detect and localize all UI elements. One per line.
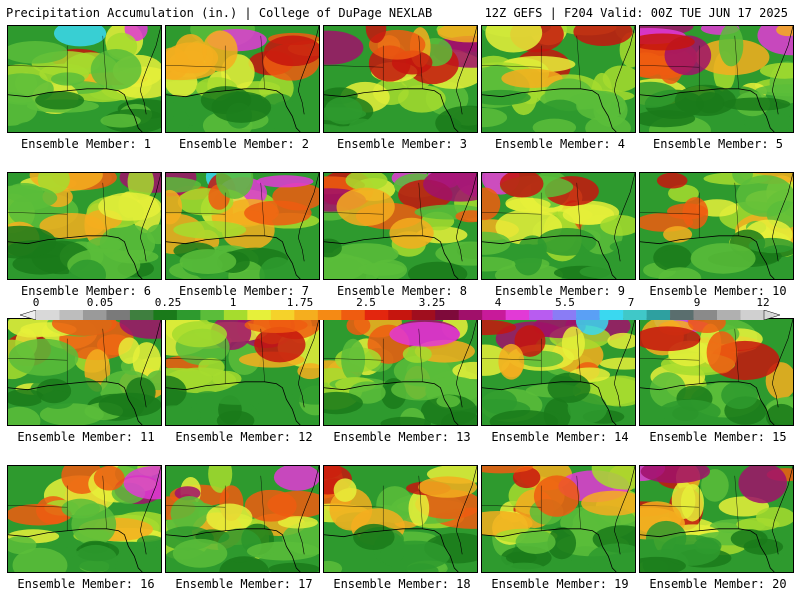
legend-color-swatch [317, 310, 342, 320]
precip-map [639, 465, 794, 573]
precip-map [323, 465, 478, 573]
precip-map [165, 465, 320, 573]
legend-color-swatch [458, 310, 483, 320]
map-title: Precipitation Accumulation (in.) | Colle… [6, 6, 433, 20]
precip-map [165, 172, 320, 280]
ensemble-member-label: Ensemble Member: 19 [491, 577, 629, 591]
ensemble-member-label: Ensemble Member: 7 [178, 284, 310, 298]
legend-color-swatch [411, 310, 436, 320]
legend-color-swatch [646, 310, 671, 320]
legend-color-swatch [153, 310, 178, 320]
legend-tick-label: 5.5 [555, 296, 575, 309]
ensemble-member-label: Ensemble Member: 3 [336, 137, 468, 151]
ensemble-member-label: Ensemble Member: 10 [649, 284, 787, 298]
ensemble-member-label: Ensemble Member: 12 [175, 430, 313, 444]
legend-color-swatch [482, 310, 506, 320]
ensemble-member-label: Ensemble Member: 15 [649, 430, 787, 444]
precip-map [323, 172, 478, 280]
legend-color-swatch [717, 310, 741, 320]
legend-color-swatch [247, 310, 272, 320]
legend-color-swatch [693, 310, 718, 320]
legend-color-swatch [176, 310, 201, 320]
ensemble-member-label: Ensemble Member: 11 [17, 430, 155, 444]
legend-color-swatch [576, 310, 600, 320]
precip-map [481, 172, 636, 280]
ensemble-member-label: Ensemble Member: 16 [17, 577, 155, 591]
ensemble-member-label: Ensemble Member: 6 [20, 284, 152, 298]
valid-time-label: 12Z GEFS | F204 Valid: 00Z TUE JUN 17 20… [484, 6, 788, 20]
legend-color-swatch [106, 310, 131, 320]
precip-map [639, 172, 794, 280]
legend-tick-label: 2.5 [356, 296, 376, 309]
precip-map [165, 25, 320, 133]
color-legend: 0 0.05 0.25 1 1.75 2.5 3.25 4 5.5 7 9 12 [0, 296, 800, 320]
legend-colorbar [19, 310, 781, 320]
ensemble-member-label: Ensemble Member: 2 [178, 137, 310, 151]
legend-tick-label: 9 [693, 296, 701, 309]
legend-color-swatch [364, 310, 389, 320]
ensemble-member-label: Ensemble Member: 4 [494, 137, 626, 151]
precip-map [481, 318, 636, 426]
precip-map [7, 25, 162, 133]
legend-color-swatch [36, 310, 60, 320]
ensemble-member-label: Ensemble Member: 18 [333, 577, 471, 591]
legend-color-swatch [435, 310, 460, 320]
legend-color-swatch [670, 310, 694, 320]
precip-map [481, 465, 636, 573]
legend-tick-label: 0.05 [86, 296, 114, 309]
ensemble-member-label: Ensemble Member: 5 [652, 137, 784, 151]
legend-color-swatch [599, 310, 624, 320]
legend-color-swatch [129, 310, 154, 320]
legend-tick-label: 7 [627, 296, 635, 309]
precip-map [7, 172, 162, 280]
legend-color-swatch [82, 310, 107, 320]
precip-map [323, 25, 478, 133]
legend-color-swatch [200, 310, 225, 320]
legend-color-swatch [59, 310, 84, 320]
legend-tick-label: 12 [756, 296, 770, 309]
precip-map [7, 318, 162, 426]
precip-map [639, 25, 794, 133]
legend-color-swatch [341, 310, 366, 320]
legend-color-swatch [505, 310, 530, 320]
legend-color-swatch [270, 310, 295, 320]
ensemble-member-label: Ensemble Member: 17 [175, 577, 313, 591]
precip-map [639, 318, 794, 426]
ensemble-member-label: Ensemble Member: 8 [336, 284, 468, 298]
legend-tick-label: 3.25 [418, 296, 446, 309]
precip-map [323, 318, 478, 426]
precip-map [7, 465, 162, 573]
legend-tick-label: 1.75 [286, 296, 314, 309]
precip-map [481, 25, 636, 133]
legend-tick-label: 1 [229, 296, 237, 309]
legend-color-swatch [740, 310, 765, 320]
ensemble-member-label: Ensemble Member: 13 [333, 430, 471, 444]
legend-tick-label: 0 [32, 296, 40, 309]
legend-color-swatch [552, 310, 577, 320]
ensemble-member-label: Ensemble Member: 1 [20, 137, 152, 151]
legend-color-swatch [223, 310, 248, 320]
legend-color-swatch [623, 310, 647, 320]
legend-color-swatch [529, 310, 553, 320]
ensemble-member-label: Ensemble Member: 9 [494, 284, 626, 298]
precip-map [165, 318, 320, 426]
legend-tick-label: 4 [494, 296, 502, 309]
legend-color-swatch [388, 310, 413, 320]
legend-color-swatch [294, 310, 319, 320]
ensemble-member-label: Ensemble Member: 14 [491, 430, 629, 444]
legend-tick-label: 0.25 [154, 296, 182, 309]
ensemble-member-label: Ensemble Member: 20 [649, 577, 787, 591]
